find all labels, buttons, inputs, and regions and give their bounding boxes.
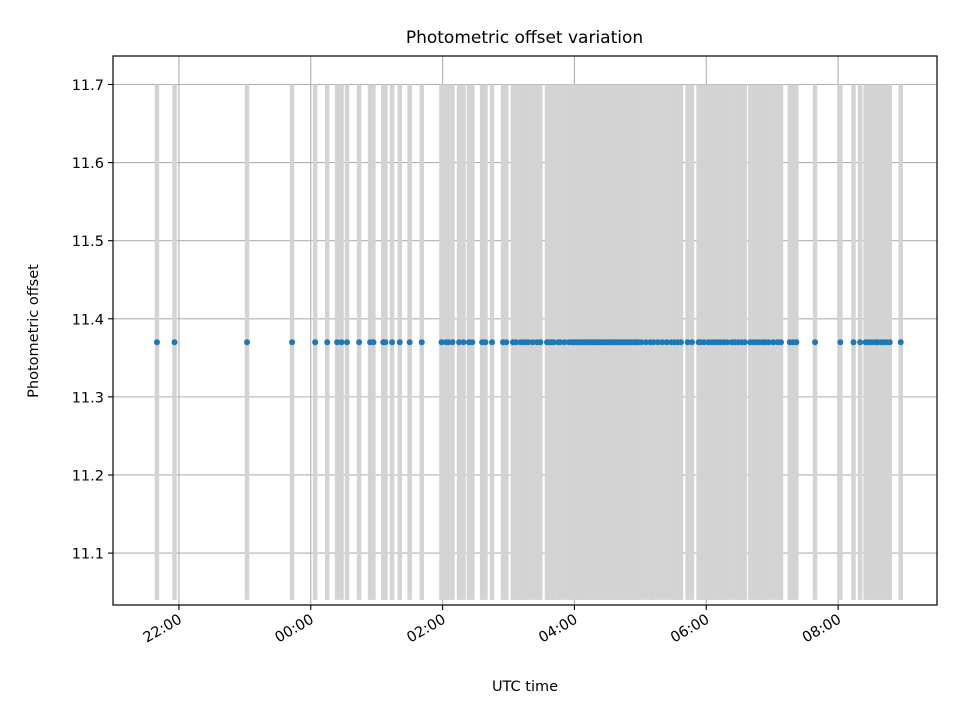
data-point xyxy=(449,339,456,346)
data-point xyxy=(654,339,661,346)
data-point xyxy=(525,339,532,346)
data-point xyxy=(370,339,377,346)
data-point xyxy=(659,339,666,346)
data-point xyxy=(438,339,445,346)
data-point xyxy=(244,339,251,346)
y-tick-label: 11.6 xyxy=(72,156,104,172)
data-point xyxy=(445,339,452,346)
data-point xyxy=(389,339,396,346)
data-point xyxy=(418,339,425,346)
data-point xyxy=(793,339,800,346)
data-point xyxy=(513,339,520,346)
data-point xyxy=(338,339,345,346)
y-axis-label: Photometric offset xyxy=(26,264,42,398)
data-point xyxy=(812,339,819,346)
y-tick-label: 11.2 xyxy=(72,468,104,484)
y-tick-label: 11.7 xyxy=(72,78,104,94)
data-point xyxy=(678,339,685,346)
data-point xyxy=(334,339,341,346)
data-point xyxy=(469,339,476,346)
data-point xyxy=(356,339,363,346)
data-point xyxy=(886,339,893,346)
data-point xyxy=(324,339,331,346)
data-point xyxy=(770,339,777,346)
data-point xyxy=(344,339,351,346)
data-point xyxy=(406,339,413,346)
data-point xyxy=(701,339,708,346)
data-point xyxy=(684,339,691,346)
data-point xyxy=(396,339,403,346)
data-point xyxy=(382,339,389,346)
data-point xyxy=(482,339,489,346)
y-tick-label: 11.3 xyxy=(72,390,104,406)
data-point xyxy=(765,339,772,346)
data-point xyxy=(650,339,657,346)
data-point xyxy=(312,339,319,346)
data-point xyxy=(153,339,160,346)
data-point xyxy=(850,339,857,346)
data-point xyxy=(503,339,510,346)
data-point xyxy=(837,339,844,346)
data-point xyxy=(289,339,296,346)
data-point xyxy=(550,339,557,346)
data-point xyxy=(529,339,536,346)
chart-title: Photometric offset variation xyxy=(406,28,643,48)
data-point xyxy=(171,339,178,346)
data-point xyxy=(741,339,748,346)
y-axis: 11.1 11.2 11.3 11.4 11.5 11.6 11.7 xyxy=(72,78,113,563)
y-tick-label: 11.4 xyxy=(72,312,104,328)
y-tick-label: 11.5 xyxy=(72,234,104,250)
data-point xyxy=(724,339,731,346)
data-point xyxy=(456,339,463,346)
data-point xyxy=(460,339,467,346)
data-point xyxy=(638,339,645,346)
data-point xyxy=(688,339,695,346)
data-point xyxy=(642,339,649,346)
data-point xyxy=(561,339,568,346)
data-point xyxy=(663,339,670,346)
plot-frame xyxy=(112,55,938,606)
data-point xyxy=(489,339,496,346)
x-axis-label: UTC time xyxy=(492,679,558,695)
data-point xyxy=(777,339,784,346)
data-point xyxy=(897,339,904,346)
points-layer xyxy=(153,339,904,346)
data-point xyxy=(537,339,544,346)
data-point xyxy=(857,339,864,346)
data-point xyxy=(557,339,564,346)
y-tick-label: 11.1 xyxy=(72,547,104,563)
